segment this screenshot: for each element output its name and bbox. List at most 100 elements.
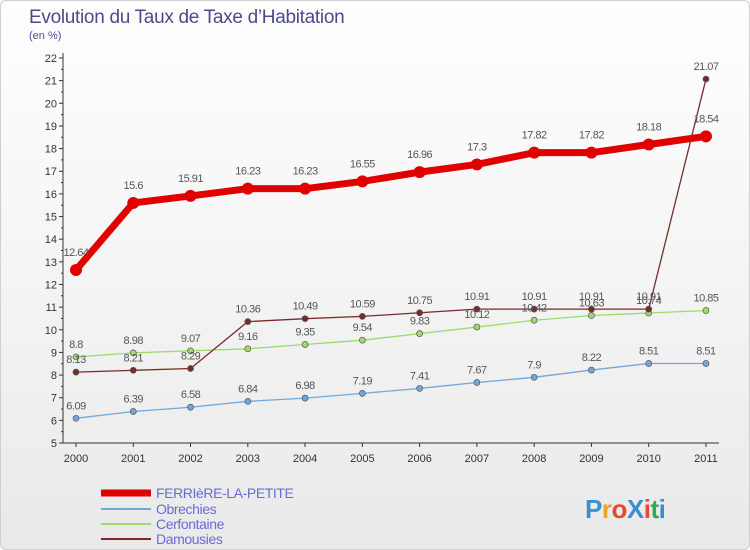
data-label: 12.64 xyxy=(63,247,88,259)
data-label: 6.98 xyxy=(295,380,315,392)
data-label: 6.58 xyxy=(181,389,201,401)
y-tick-label: 5 xyxy=(51,438,57,450)
legend-label: Damousies xyxy=(156,531,223,547)
data-point xyxy=(699,130,712,143)
x-tick-label: 2006 xyxy=(407,453,431,465)
logo-text: ProXiti xyxy=(585,494,665,524)
y-tick-label: 22 xyxy=(45,53,57,65)
data-point xyxy=(70,263,82,276)
data-label: 10.12 xyxy=(464,309,489,321)
data-label: 8.21 xyxy=(124,352,144,364)
logo-letter: i xyxy=(659,494,666,524)
logo-letter: X xyxy=(627,494,645,524)
data-label: 10.36 xyxy=(235,304,260,316)
logo-letter: r xyxy=(602,494,612,524)
data-label: 6.84 xyxy=(238,383,258,395)
x-tick-label: 2004 xyxy=(293,453,317,465)
data-point xyxy=(588,366,595,374)
data-label: 10.49 xyxy=(293,301,318,313)
logo-letter: i xyxy=(644,494,651,524)
data-point xyxy=(241,182,254,195)
data-labels: 6.09 6.39 6.58 6.84 6.98 7.19 7.41 7.67 7.9 8.22 8… xyxy=(63,61,719,412)
legend: FERRIèRE-LA-PETITEObrechiesCerfontaineDa… xyxy=(101,485,294,547)
data-point xyxy=(416,330,423,337)
y-tick-label: 18 xyxy=(45,144,57,156)
data-label: 16.96 xyxy=(407,149,432,161)
data-point xyxy=(642,138,655,151)
data-label: 15.91 xyxy=(178,173,203,185)
data-point xyxy=(129,349,137,357)
y-tick-label: 11 xyxy=(46,302,57,314)
data-label: 8.8 xyxy=(69,339,83,351)
y-tick-label: 6 xyxy=(51,415,57,427)
data-point xyxy=(470,158,483,171)
data-point xyxy=(416,309,423,317)
data-point xyxy=(129,408,137,415)
data-label: 8.29 xyxy=(181,350,201,362)
data-point xyxy=(184,189,197,202)
y-tick-label: 17 xyxy=(45,166,57,178)
data-point xyxy=(72,368,80,376)
x-tick-label: 2007 xyxy=(465,453,489,465)
logo-letter: t xyxy=(650,494,659,524)
data-point xyxy=(299,182,312,195)
data-point xyxy=(645,360,653,367)
data-label: 10.63 xyxy=(579,297,604,309)
y-tick-label: 9 xyxy=(51,347,57,359)
data-point xyxy=(301,341,309,348)
data-label: 18.18 xyxy=(636,122,661,134)
logo-letter: o xyxy=(611,494,626,524)
data-point xyxy=(588,312,595,319)
data-point xyxy=(702,75,710,83)
data-point xyxy=(416,385,423,392)
data-label: 18.54 xyxy=(693,113,718,125)
data-label: 10.91 xyxy=(522,291,547,303)
data-label: 10.59 xyxy=(350,298,375,310)
data-point xyxy=(588,305,595,313)
data-label: 7.19 xyxy=(353,375,373,387)
y-tick-label: 21 xyxy=(45,76,57,88)
data-point xyxy=(244,345,252,353)
y-tick-label: 7 xyxy=(51,393,57,405)
x-tick-label: 2009 xyxy=(579,453,603,465)
data-point xyxy=(359,313,366,320)
chart-title: Evolution du Taux de Taxe d’Habitation xyxy=(29,7,345,28)
data-label: 10.74 xyxy=(636,295,661,307)
data-point xyxy=(530,373,538,381)
legend-label: Obrechies xyxy=(156,501,217,517)
data-label: 8.13 xyxy=(66,354,86,366)
x-tick-label: 2010 xyxy=(636,453,660,465)
data-label: 7.9 xyxy=(527,359,541,371)
data-point xyxy=(473,305,481,313)
data-point xyxy=(244,397,252,405)
data-label: 9.35 xyxy=(295,326,315,338)
data-label: 9.83 xyxy=(410,316,430,328)
x-tick-label: 2008 xyxy=(522,453,546,465)
data-label: 10.91 xyxy=(464,291,489,303)
data-label: 21.07 xyxy=(693,61,718,73)
x-tick-label: 2003 xyxy=(236,453,260,465)
y-tick-label: 8 xyxy=(51,370,57,382)
data-point xyxy=(127,196,140,209)
data-point xyxy=(359,390,366,397)
y-tick-label: 15 xyxy=(45,212,57,224)
series-line-3 xyxy=(75,78,707,373)
data-label: 10.91 xyxy=(636,291,661,303)
data-point xyxy=(645,305,653,313)
data-label: 6.09 xyxy=(66,400,86,412)
chart-subtitle: (en %) xyxy=(29,30,62,42)
data-label: 17.82 xyxy=(579,130,604,142)
data-label: 8.22 xyxy=(582,352,602,364)
y-tick-label: 20 xyxy=(45,98,57,110)
x-tick-label: 2001 xyxy=(121,453,145,465)
data-point xyxy=(413,166,426,179)
data-point xyxy=(301,394,309,402)
data-label: 16.23 xyxy=(293,166,318,178)
data-label: 6.39 xyxy=(124,394,144,406)
data-label: 9.07 xyxy=(181,333,201,345)
data-point xyxy=(585,146,598,159)
x-tick-label: 2005 xyxy=(350,453,374,465)
data-label: 17.3 xyxy=(467,141,487,153)
data-point xyxy=(187,403,194,411)
data-label: 9.16 xyxy=(238,331,258,343)
